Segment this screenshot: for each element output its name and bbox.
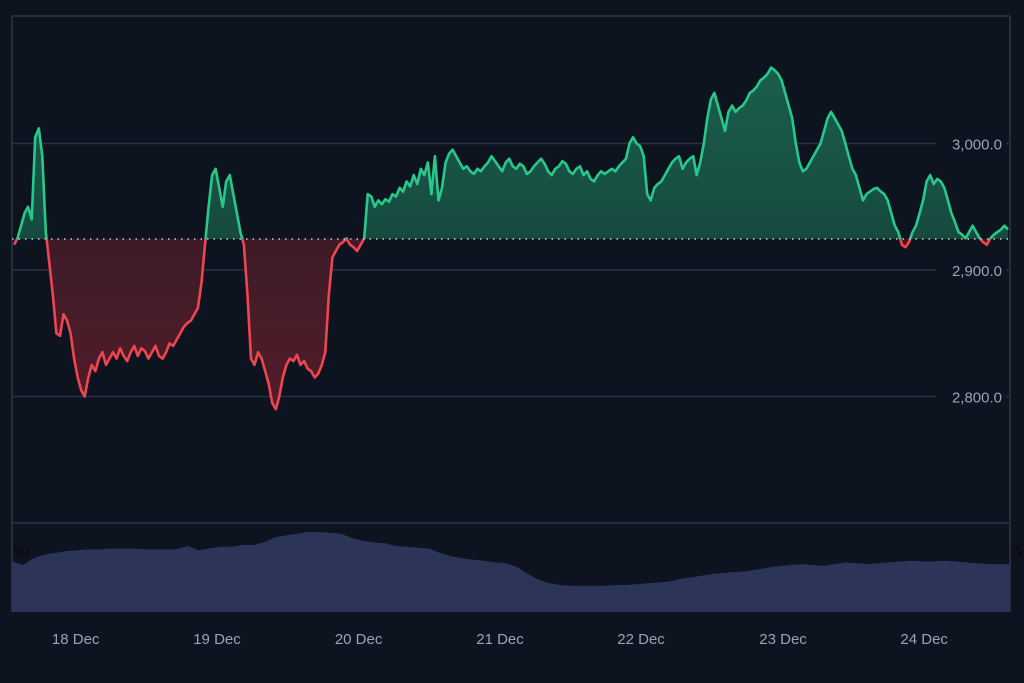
x-axis-label: 22 Dec bbox=[617, 631, 665, 648]
volume-scale-label: 90 bbox=[14, 544, 29, 560]
area-fill-below-baseline bbox=[14, 239, 1008, 410]
y-axis-label: 2,900.0 bbox=[952, 263, 1002, 280]
chart-frame bbox=[11, 15, 1011, 612]
price-area bbox=[12, 66, 1009, 411]
x-axis-labels: 18 Dec 19 Dec 20 Dec 21 Dec 22 Dec 23 Dec 24 D… bbox=[52, 631, 949, 648]
x-axis-label: 19 Dec bbox=[193, 631, 241, 648]
x-axis-label: 18 Dec bbox=[52, 631, 100, 648]
volume-area bbox=[12, 532, 1010, 612]
price-line-below bbox=[12, 239, 992, 411]
volume-edge-label: A bbox=[1012, 544, 1023, 560]
area-fill-above-baseline bbox=[17, 67, 1008, 240]
x-axis-label: 21 Dec bbox=[476, 631, 524, 648]
y-axis-label: 3,000.0 bbox=[952, 137, 1002, 154]
x-axis-label: 20 Dec bbox=[335, 631, 383, 648]
x-axis-label: 23 Dec bbox=[759, 631, 807, 648]
x-axis-label: 24 Dec bbox=[900, 631, 948, 648]
y-axis-label: 2,800.0 bbox=[952, 390, 1002, 407]
price-line-above bbox=[15, 66, 1009, 240]
y-axis-gridlines: 3,000.0 2,900.0 2,800.0 bbox=[12, 133, 1010, 407]
